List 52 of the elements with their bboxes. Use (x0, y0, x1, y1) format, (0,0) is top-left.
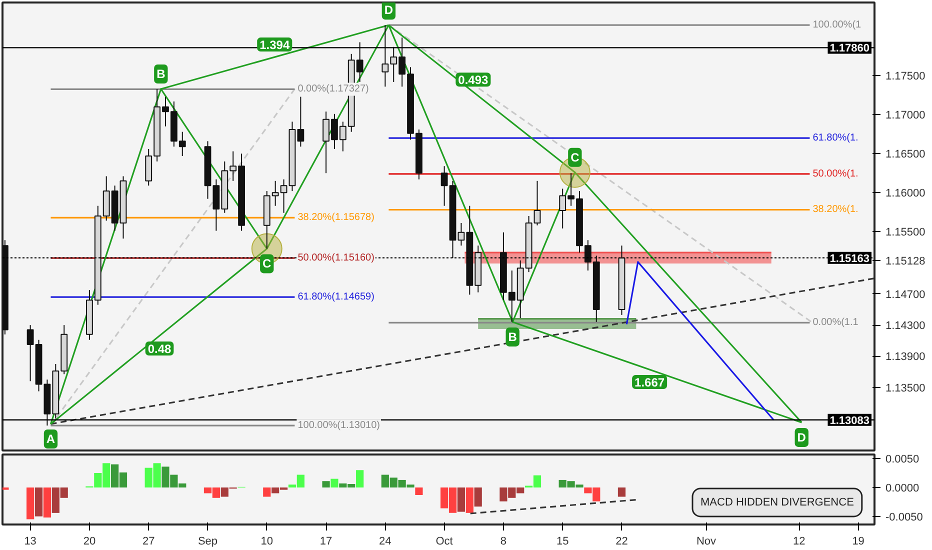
x-tick-label: 17 (320, 536, 332, 548)
y-tick-label: 1.14300 (886, 320, 926, 332)
series-label: 0.00%(1.1 (812, 317, 859, 328)
x-tick-label: 22 (616, 536, 628, 548)
series-label: 100.00%(1.13010) (298, 420, 380, 432)
series-label: 38.20%(1. (812, 204, 858, 216)
annotation: C (262, 256, 272, 271)
x-tick-label: 12 (793, 536, 806, 548)
x-tick-label: 8 (500, 536, 507, 548)
y-tick-label: 1.15500 (886, 226, 926, 239)
y-tick-label: 1.17000 (886, 110, 926, 122)
y-tick-label: 0.0000 (886, 482, 920, 494)
series-label: 50.00%(1.15160) (298, 252, 374, 264)
series-label: 0.00%(1.17327) (298, 84, 369, 95)
x-tick-label: 10 (260, 536, 274, 548)
series-label: 61.80%(1.14659) (298, 292, 374, 303)
series-label: 38.20%(1.15678) (298, 212, 374, 224)
x-tick-label: Nov (696, 536, 717, 548)
series-label: 50.00%(1. (812, 168, 858, 180)
y-tick-label: 1.13900 (886, 351, 926, 364)
y-tick-label: -0.0050 (886, 511, 923, 524)
x-tick-label: 27 (142, 536, 155, 548)
y-tick-label: 1.17500 (886, 70, 926, 83)
series-label: 61.80%(1. (812, 132, 858, 144)
y-tick-label: 0.0050 (886, 454, 920, 466)
annotation: 0.493 (458, 73, 489, 88)
x-tick-label: Sep (198, 536, 218, 548)
y-tick-label: 1.16500 (886, 148, 926, 161)
annotation: 1.667 (634, 375, 665, 390)
annotation: 1.394 (260, 38, 290, 52)
x-tick-label: 20 (83, 536, 96, 548)
annotation: MACD HIDDEN DIVERGENCE (700, 496, 854, 508)
y-tick-label: 1.16000 (886, 188, 926, 200)
x-tick-label: 19 (852, 536, 864, 548)
ref-line-label: 1.17860 (830, 42, 870, 55)
y-tick-label: 1.15128 (886, 256, 926, 268)
annotation: 0.48 (148, 342, 172, 356)
annotation: B (156, 66, 166, 81)
annotation: C (570, 150, 580, 164)
ref-line-label: 1.15163 (830, 252, 870, 265)
annotation: B (508, 330, 518, 344)
x-tick-label: 24 (379, 536, 392, 548)
annotation: D (797, 430, 806, 444)
series-label: 100.00%(1 (812, 20, 862, 31)
y-tick-label: 1.14700 (886, 288, 926, 301)
y-tick-label: 1.13500 (886, 382, 926, 394)
ref-line-label: 1.13083 (830, 414, 870, 427)
x-tick-label: 15 (556, 536, 569, 548)
annotation: D (384, 3, 394, 18)
annotation: A (46, 432, 56, 446)
x-tick-label: 13 (24, 536, 36, 548)
x-tick-label: Oct (436, 536, 453, 548)
